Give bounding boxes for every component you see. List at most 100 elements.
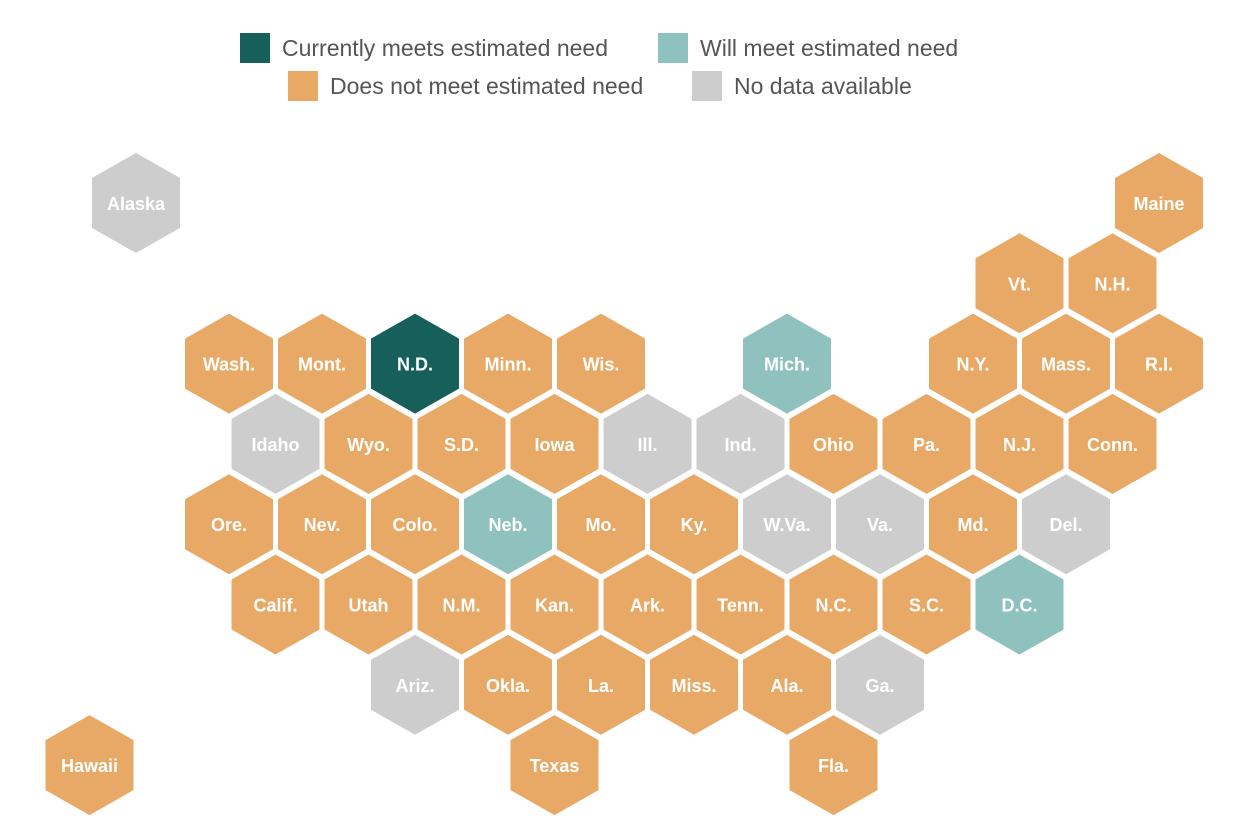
state-hex-idaho: Idaho — [231, 393, 320, 494]
state-hex-shape — [696, 393, 785, 494]
legend-label-no-data: No data available — [734, 72, 912, 99]
state-label: La. — [588, 676, 614, 696]
state-hex-shape — [836, 634, 924, 735]
state-hex-texas: Texas — [510, 715, 599, 816]
legend-swatch-no-data — [692, 71, 722, 101]
state-hex-shape — [929, 313, 1017, 414]
state-hex-shape — [975, 554, 1064, 655]
state-hex-shape — [278, 313, 366, 414]
state-hex-shape — [1022, 313, 1110, 414]
state-hex-mo: Mo. — [557, 474, 645, 575]
state-hex-shape — [324, 554, 413, 655]
state-label: S.D. — [444, 435, 479, 455]
legend-label-does-not-meet: Does not meet estimated need — [330, 72, 644, 99]
state-hex-shape — [882, 393, 971, 494]
state-label: Wis. — [583, 355, 620, 375]
state-hex-wis: Wis. — [557, 313, 645, 414]
state-label: Mo. — [586, 515, 617, 535]
state-hex-shape — [650, 634, 738, 735]
state-hex-w-va: W.Va. — [743, 474, 831, 575]
state-hex-minn: Minn. — [464, 313, 552, 414]
state-label: Iowa — [534, 435, 575, 455]
state-label: Neb. — [488, 515, 527, 535]
state-hex-md: Md. — [929, 474, 1017, 575]
state-label: Colo. — [393, 515, 438, 535]
state-label: Pa. — [913, 435, 940, 455]
state-label: Ark. — [630, 596, 665, 616]
state-label: N.D. — [397, 355, 433, 375]
state-hex-r-i: R.I. — [1115, 313, 1203, 414]
state-hex-n-d: N.D. — [371, 313, 459, 414]
state-label: N.M. — [443, 596, 481, 616]
state-label: N.H. — [1095, 274, 1131, 294]
state-label: Ore. — [211, 515, 247, 535]
state-hex-n-j: N.J. — [975, 393, 1064, 494]
legend-swatch-will-meet — [658, 33, 688, 63]
state-label: N.J. — [1003, 435, 1036, 455]
state-hex-tenn: Tenn. — [696, 554, 785, 655]
state-label: Del. — [1049, 515, 1082, 535]
legend-label-meets: Currently meets estimated need — [282, 34, 608, 61]
state-label: Ky. — [681, 515, 708, 535]
state-hex-shape — [557, 313, 645, 414]
state-hex-miss: Miss. — [650, 634, 738, 735]
state-hex-conn: Conn. — [1068, 393, 1157, 494]
state-hex-shape — [185, 474, 273, 575]
state-hex-mass: Mass. — [1022, 313, 1110, 414]
state-label: Conn. — [1087, 435, 1138, 455]
state-hex-shape — [1068, 233, 1157, 334]
state-hex-shape — [929, 474, 1017, 575]
state-hex-va: Va. — [836, 474, 924, 575]
state-hex-shape — [510, 715, 599, 816]
state-hex-shape — [743, 313, 831, 414]
legend-label-will-meet: Will meet estimated need — [700, 34, 959, 61]
state-label: Maine — [1133, 194, 1184, 214]
state-label: Okla. — [486, 676, 530, 696]
state-hex-ark: Ark. — [603, 554, 692, 655]
state-hex-colo: Colo. — [371, 474, 459, 575]
state-hex-shape — [557, 634, 645, 735]
state-hex-shape — [417, 393, 506, 494]
state-label: Utah — [349, 596, 389, 616]
state-label: Ind. — [725, 435, 757, 455]
state-label: D.C. — [1002, 596, 1038, 616]
state-hex-shape — [45, 715, 134, 816]
state-hex-shape — [231, 393, 320, 494]
state-hex-mont: Mont. — [278, 313, 366, 414]
state-hex-okla: Okla. — [464, 634, 552, 735]
state-hex-del: Del. — [1022, 474, 1110, 575]
state-hex-shape — [510, 393, 599, 494]
legend-swatch-does-not-meet — [288, 71, 318, 101]
state-label: Kan. — [535, 596, 574, 616]
state-hex-shape — [464, 313, 552, 414]
state-hex-shape — [557, 474, 645, 575]
state-hex-d-c: D.C. — [975, 554, 1064, 655]
state-label: W.Va. — [763, 515, 810, 535]
state-hex-shape — [789, 554, 878, 655]
state-hex-ind: Ind. — [696, 393, 785, 494]
state-hex-ariz: Ariz. — [371, 634, 459, 735]
state-hex-kan: Kan. — [510, 554, 599, 655]
state-hex-alaska: Alaska — [92, 153, 180, 253]
legend-item-will-meet: Will meet estimated need — [658, 33, 958, 63]
state-hex-shape — [185, 313, 273, 414]
state-hex-s-c: S.C. — [882, 554, 971, 655]
state-hex-shape — [1115, 153, 1203, 253]
state-hex-ky: Ky. — [650, 474, 738, 575]
state-label: Wyo. — [347, 435, 390, 455]
state-label: Vt. — [1008, 274, 1031, 294]
legend-item-no-data: No data available — [692, 71, 912, 101]
state-hex-n-c: N.C. — [789, 554, 878, 655]
state-hex-shape — [371, 313, 459, 414]
state-hex-shape — [789, 715, 878, 816]
state-label: Mass. — [1041, 355, 1091, 375]
state-hex-shape — [324, 393, 413, 494]
state-hex-ga: Ga. — [836, 634, 924, 735]
state-hex-nev: Nev. — [278, 474, 366, 575]
state-label: Ohio — [813, 435, 854, 455]
state-hex-shape — [603, 554, 692, 655]
state-hex-shape — [1022, 474, 1110, 575]
state-label: Miss. — [671, 676, 716, 696]
state-hex-maine: Maine — [1115, 153, 1203, 253]
